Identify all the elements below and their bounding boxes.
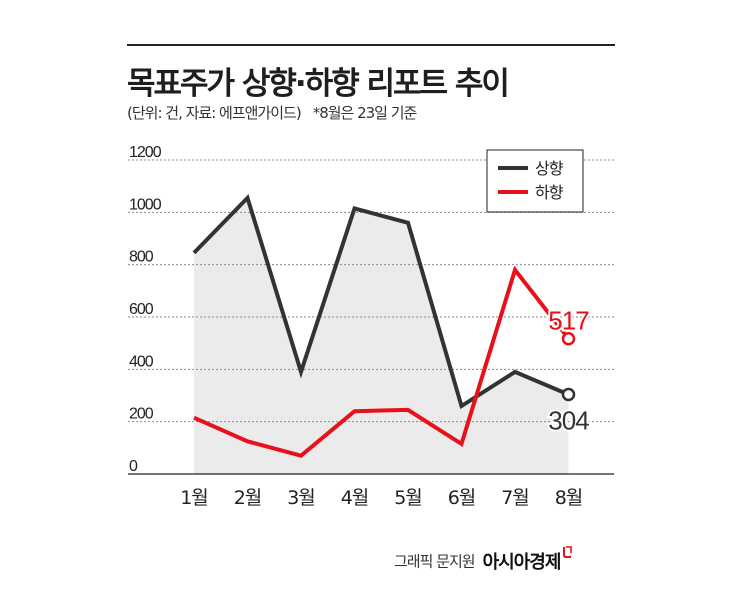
x-tick-label: 4월 bbox=[341, 487, 369, 509]
x-tick-label: 6월 bbox=[448, 487, 476, 509]
x-tick-label: 1월 bbox=[180, 487, 208, 509]
x-tick-label: 2월 bbox=[234, 487, 262, 509]
legend-label: 상향 bbox=[535, 159, 564, 178]
end-marker-down bbox=[561, 331, 576, 346]
y-tick-label: 1000 bbox=[129, 196, 162, 213]
legend-box bbox=[486, 149, 584, 213]
graphic-credit: 그래픽 문지원 bbox=[394, 552, 476, 571]
y-tick-label: 600 bbox=[129, 301, 154, 318]
y-tick-label: 1200 bbox=[129, 144, 162, 161]
y-tick-label: 0 bbox=[129, 458, 138, 475]
brand-mark-icon bbox=[563, 546, 573, 558]
brand-name: 아시아경제 bbox=[482, 552, 562, 573]
end-value-label-up: 304 bbox=[548, 405, 589, 435]
date-note: *8월은 23일 기준 bbox=[312, 104, 418, 122]
series-line-down bbox=[193, 265, 571, 458]
legend-label: 하향 bbox=[535, 183, 564, 202]
x-tick-label: 7월 bbox=[501, 487, 529, 509]
chart-title: 목표주가 상향·하향 리포트 추이 bbox=[127, 66, 510, 102]
x-tick-label: 5월 bbox=[394, 487, 422, 509]
area-fill bbox=[194, 197, 569, 474]
x-tick-label: 3월 bbox=[287, 487, 315, 509]
y-tick-label: 800 bbox=[129, 249, 154, 266]
footer: 그래픽 문지원 아시아경제 bbox=[394, 546, 573, 574]
top-rule bbox=[127, 44, 615, 46]
series-line-up bbox=[192, 194, 570, 410]
unit-note: (단위: 건, 자료: 에프앤가이드) bbox=[127, 104, 302, 122]
y-tick-label: 200 bbox=[129, 406, 154, 423]
y-tick-label: 400 bbox=[129, 353, 154, 370]
chart-subtitle: (단위: 건, 자료: 에프앤가이드) *8월은 23일 기준 bbox=[127, 102, 418, 123]
end-marker-up bbox=[561, 387, 576, 402]
end-value-label-down: 517 bbox=[548, 306, 589, 336]
x-tick-label: 8월 bbox=[555, 487, 583, 509]
